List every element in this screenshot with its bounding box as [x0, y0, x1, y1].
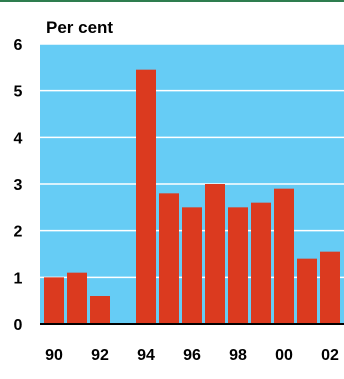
bar — [297, 258, 317, 324]
y-tick-labels: 0 1 2 3 4 5 6 — [14, 37, 23, 334]
y-axis-title: Per cent — [46, 18, 113, 37]
x-tick-label: 00 — [275, 347, 293, 364]
y-tick-label: 3 — [14, 177, 23, 194]
bars — [44, 69, 340, 325]
bar — [228, 207, 248, 324]
bar — [67, 272, 87, 324]
x-tick-label: 02 — [321, 347, 339, 364]
bar — [90, 296, 110, 324]
bar — [320, 251, 340, 324]
bar — [136, 69, 156, 325]
x-tick-label: 96 — [183, 347, 201, 364]
x-tick-label: 98 — [229, 347, 247, 364]
y-tick-label: 4 — [14, 130, 23, 147]
x-tick-labels: 90 92 94 96 98 00 02 — [45, 347, 339, 364]
x-tick-label: 90 — [45, 347, 63, 364]
y-tick-label: 5 — [14, 84, 23, 101]
y-tick-label: 6 — [14, 37, 23, 54]
bar — [159, 193, 179, 324]
bar — [274, 188, 294, 324]
bar — [205, 184, 225, 324]
x-tick-label: 94 — [137, 347, 155, 364]
x-tick-label: 92 — [91, 347, 109, 364]
bar — [44, 277, 64, 324]
bar — [182, 207, 202, 324]
y-tick-label: 2 — [14, 224, 23, 241]
y-tick-label: 0 — [14, 317, 23, 334]
bar — [251, 202, 271, 324]
y-tick-label: 1 — [14, 270, 23, 287]
